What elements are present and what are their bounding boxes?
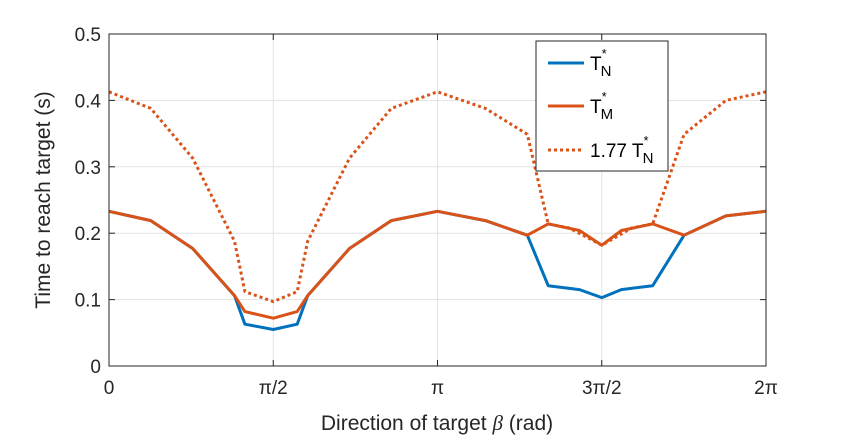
x-axis-ticks: 0 π/2 π 3π/2 2π xyxy=(104,34,778,399)
y-tick-label: 0.1 xyxy=(75,291,101,312)
y-tick-label: 0.2 xyxy=(75,224,101,245)
x-axis-label-symbol: β xyxy=(491,411,503,435)
y-tick-label: 0 xyxy=(90,357,101,378)
x-tick-label: 3π/2 xyxy=(582,378,622,399)
x-tick-label: π xyxy=(431,378,444,399)
legend-label-0: T* N xyxy=(590,46,612,80)
legend-label-2: 1.77 T* N xyxy=(590,133,653,167)
x-axis-label: Direction of target β (rad) xyxy=(321,411,553,435)
legend: T* N T* M 1.77 T* N xyxy=(535,40,669,172)
y-tick-label: 0.3 xyxy=(75,158,101,179)
series-layer xyxy=(108,90,767,331)
series-line-1 xyxy=(108,209,767,320)
x-tick-label: 2π xyxy=(754,378,778,399)
y-tick-label: 0.4 xyxy=(75,91,102,112)
y-axis-ticks: 0 0.1 0.2 0.3 0.4 0.5 xyxy=(75,25,766,378)
y-tick-label: 0.5 xyxy=(75,25,101,46)
x-tick-label: π/2 xyxy=(259,378,288,399)
legend-label-1: T* M xyxy=(590,89,613,123)
y-axis-label: Time to reach target (s) xyxy=(32,91,55,308)
x-tick-label: 0 xyxy=(104,378,115,399)
